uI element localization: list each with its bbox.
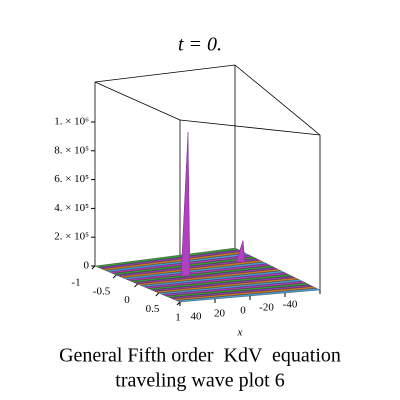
y-tick xyxy=(112,274,117,279)
peak xyxy=(235,240,246,263)
caption: traveling wave plot 6 xyxy=(115,370,284,392)
x-tick-label: 20 xyxy=(214,308,226,320)
x-tick-label: 40 xyxy=(191,311,203,323)
z-tick-label: 0 xyxy=(84,260,90,272)
z-tick-label: 6. × 10⁵ xyxy=(54,173,89,185)
y-tick-label: 1 xyxy=(175,312,181,324)
x-tick-label: -20 xyxy=(259,302,274,314)
x-axis-label: x xyxy=(237,327,243,339)
z-tick-label: 2. × 10⁵ xyxy=(54,231,89,243)
y-tick-label: 0 xyxy=(124,294,130,306)
y-tick-label: 0.5 xyxy=(146,303,160,315)
y-tick-label: -0.5 xyxy=(93,285,111,297)
y-tick xyxy=(134,283,138,288)
z-tick-label: 1. × 10⁶ xyxy=(54,116,89,128)
y-tick-label: -1 xyxy=(71,277,80,289)
caption: General Fifth order KdV equation xyxy=(59,345,341,367)
y-tick xyxy=(91,265,96,270)
box xyxy=(94,64,321,302)
peak xyxy=(180,131,191,277)
z-tick-label: 8. × 10⁵ xyxy=(54,144,89,156)
y-tick xyxy=(155,292,160,297)
chart-title: t = 0. xyxy=(178,34,222,56)
z-tick-label: 4. × 10⁵ xyxy=(54,202,89,214)
x-tick-label: -40 xyxy=(283,299,298,311)
x-tick-label: 0 xyxy=(240,305,246,317)
